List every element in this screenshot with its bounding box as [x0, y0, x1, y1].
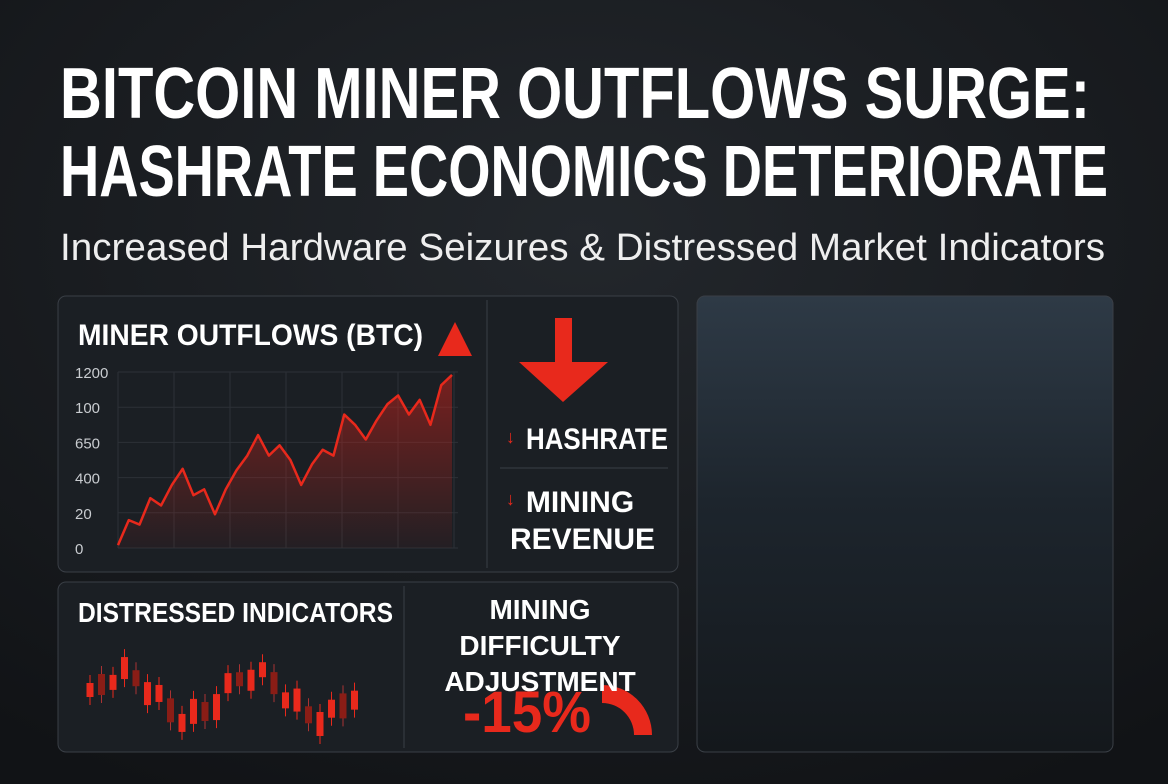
- candle-body: [190, 698, 197, 724]
- chart-title: MINER OUTFLOWS (BTC): [78, 319, 423, 352]
- photo-frame: [696, 295, 1114, 753]
- title-line: HASHRATE ECONOMICS DETERIORATE: [60, 132, 1108, 212]
- candle-body: [247, 669, 255, 691]
- indicator-label: MINING REVENUE: [510, 486, 656, 556]
- photo-bg: [697, 296, 1113, 752]
- candle-body: [201, 702, 209, 722]
- candle-body: [351, 690, 358, 710]
- panel-title: DISTRESSED INDICATORS: [78, 597, 393, 628]
- candle-body: [178, 713, 186, 732]
- indicator-label: HASHRATE: [526, 423, 668, 456]
- candle-body: [305, 706, 312, 724]
- candle-body: [328, 699, 335, 718]
- panel-title: MINING DIFFICULTY ADJUSTMENT: [444, 594, 636, 697]
- candle-body: [259, 662, 266, 678]
- down-icon: ↓: [506, 427, 515, 447]
- candle-body: [236, 672, 243, 687]
- candle-body: [121, 657, 128, 680]
- candle-body: [339, 693, 347, 719]
- candle-body: [224, 673, 232, 694]
- title-line: BITCOIN MINER OUTFLOWS SURGE:: [60, 54, 1090, 134]
- candle-body: [155, 684, 163, 702]
- down-arrow: [519, 318, 608, 402]
- y-tick-label: 650: [75, 435, 100, 452]
- candle-body: [270, 672, 278, 695]
- line-area: [118, 374, 452, 548]
- photo: [697, 296, 1113, 752]
- gauge: [602, 685, 652, 735]
- candle-body: [167, 698, 174, 723]
- candle-body: [132, 670, 140, 687]
- line: [116, 374, 453, 546]
- trend-arrow: [438, 322, 472, 356]
- candle-body: [316, 711, 324, 736]
- difficulty-value: -15%: [463, 680, 591, 745]
- candle-body: [109, 674, 117, 690]
- down-icon: ↓: [506, 489, 515, 509]
- candle-body: [98, 674, 105, 696]
- y-tick-label: 0: [75, 541, 83, 558]
- candle-body: [144, 682, 151, 706]
- y-tick-label: 20: [75, 506, 92, 523]
- subtitle: Increased Hardware Seizures & Distressed…: [60, 227, 1105, 269]
- candle-body: [282, 692, 289, 709]
- candle-body: [293, 688, 301, 712]
- y-tick-label: 1200: [75, 365, 108, 382]
- y-tick-label: 100: [75, 400, 100, 417]
- candle-body: [213, 694, 220, 721]
- y-tick-label: 400: [75, 471, 100, 488]
- candle-body: [86, 683, 94, 697]
